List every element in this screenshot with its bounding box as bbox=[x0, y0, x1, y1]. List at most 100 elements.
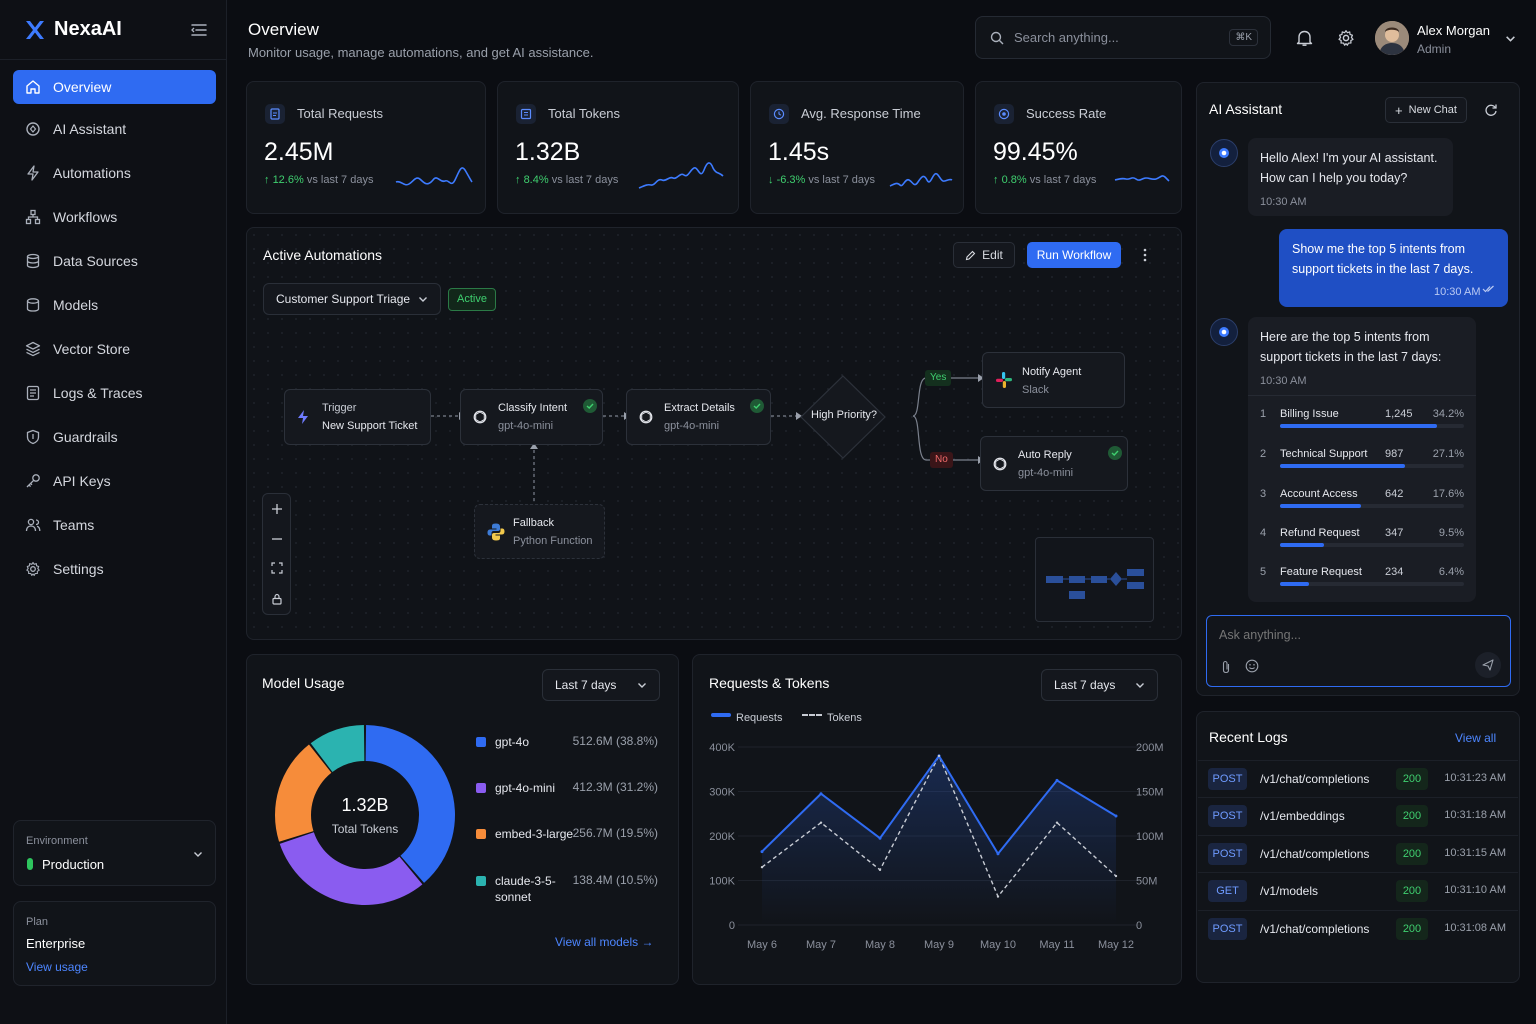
workflow-node-trigger[interactable]: Trigger New Support Ticket bbox=[284, 389, 431, 445]
y-right-tick-label: 100M bbox=[1136, 831, 1164, 843]
collapse-sidebar-icon[interactable] bbox=[190, 22, 208, 38]
bell-icon[interactable] bbox=[1296, 29, 1313, 47]
intent-percent: 17.6% bbox=[1432, 488, 1464, 500]
search-input[interactable] bbox=[1014, 30, 1214, 45]
nav-item-settings[interactable]: Settings bbox=[13, 552, 216, 586]
donut-slice-gpt-4o[interactable] bbox=[365, 725, 455, 883]
user-menu-chevron-icon[interactable] bbox=[1505, 33, 1516, 44]
tokens-point[interactable] bbox=[819, 821, 823, 824]
more-vertical-icon[interactable] bbox=[1142, 248, 1148, 262]
donut-slice-embed-3-large[interactable] bbox=[275, 744, 332, 842]
tokens-point[interactable] bbox=[1114, 874, 1118, 878]
y-left-tick-label: 100K bbox=[709, 876, 735, 888]
nav-item-logs-traces[interactable]: Logs & Traces bbox=[13, 376, 216, 410]
database-icon bbox=[26, 253, 40, 269]
workflow-node-extract-details[interactable]: Extract Details gpt-4o-mini bbox=[626, 389, 771, 445]
edit-button[interactable]: Edit bbox=[953, 242, 1015, 268]
view-usage-link[interactable]: View usage bbox=[26, 960, 88, 974]
nav-label: AI Assistant bbox=[53, 121, 127, 137]
send-button[interactable] bbox=[1475, 652, 1501, 678]
tokens-point[interactable] bbox=[996, 895, 1000, 898]
intent-bar bbox=[1280, 504, 1361, 508]
nav-item-ai-assistant[interactable]: AI Assistant bbox=[13, 112, 216, 146]
log-row[interactable]: POST/v1/chat/completions 200 10:31:08 AM bbox=[1208, 914, 1506, 944]
target-icon bbox=[994, 104, 1014, 124]
panel-title: AI Assistant bbox=[1209, 101, 1283, 117]
workflow-node-decision[interactable] bbox=[799, 374, 887, 460]
nav-item-overview[interactable]: Overview bbox=[13, 70, 216, 104]
chat-message-bot: Hello Alex! I'm your AI assistant. How c… bbox=[1248, 138, 1453, 216]
workflow-node-fallback[interactable]: Fallback Python Function bbox=[474, 504, 605, 559]
legend-swatch bbox=[476, 876, 486, 886]
log-status-code: 200 bbox=[1396, 880, 1428, 902]
requests-point[interactable] bbox=[760, 850, 764, 854]
requests-point[interactable] bbox=[1114, 814, 1118, 818]
run-workflow-button[interactable]: Run Workflow bbox=[1027, 242, 1121, 268]
donut-slice-gpt-4o-mini[interactable] bbox=[279, 832, 423, 905]
recent-logs-panel: Recent Logs View all bbox=[1196, 711, 1520, 983]
workflow-node-notify-agent[interactable]: Notify Agent Slack bbox=[982, 352, 1125, 408]
nav-item-automations[interactable]: Automations bbox=[13, 156, 216, 190]
paperclip-icon[interactable] bbox=[1220, 660, 1232, 674]
settings-gear-icon[interactable] bbox=[1337, 29, 1355, 47]
nav-item-data-sources[interactable]: Data Sources bbox=[13, 244, 216, 278]
nav-label: Overview bbox=[53, 79, 112, 95]
openai-icon bbox=[639, 410, 653, 424]
model-usage-range-select[interactable]: Last 7 days bbox=[542, 669, 660, 701]
chat-message-bot: Here are the top 5 intents from support … bbox=[1248, 317, 1476, 602]
workflow-node-auto-reply[interactable]: Auto Reply gpt-4o-mini bbox=[980, 436, 1128, 491]
nav-item-vector-store[interactable]: Vector Store bbox=[13, 332, 216, 366]
fit-view-icon[interactable] bbox=[271, 562, 283, 574]
requests-point[interactable] bbox=[996, 852, 1000, 856]
stat-value: 1.32B bbox=[515, 138, 581, 166]
stat-delta-suffix: vs last 7 days bbox=[808, 174, 876, 186]
chat-input[interactable] bbox=[1219, 628, 1489, 642]
log-method: POST bbox=[1208, 768, 1247, 790]
log-row[interactable]: GET/v1/models 200 10:31:10 AM bbox=[1208, 876, 1506, 906]
log-row[interactable]: POST/v1/embeddings 200 10:31:18 AM bbox=[1208, 801, 1506, 831]
stat-value: 99.45% bbox=[993, 138, 1078, 166]
tokens-point[interactable] bbox=[1055, 821, 1059, 824]
model-usage-panel: Model Usage Last 7 days View all models … bbox=[246, 654, 679, 985]
view-all-models-link[interactable]: View all models → bbox=[555, 935, 654, 949]
chart-range-select[interactable]: Last 7 days bbox=[1041, 669, 1158, 701]
avatar[interactable] bbox=[1375, 21, 1409, 55]
brand-logo[interactable]: NexaAI bbox=[24, 18, 122, 41]
search-bar[interactable]: ⌘K bbox=[975, 16, 1271, 59]
refresh-icon[interactable] bbox=[1484, 103, 1498, 117]
tokens-point[interactable] bbox=[760, 865, 764, 869]
workflows-icon bbox=[25, 209, 41, 225]
nav-item-teams[interactable]: Teams bbox=[13, 508, 216, 542]
node-subtitle: gpt-4o-mini bbox=[1018, 467, 1074, 479]
lock-icon[interactable] bbox=[271, 593, 283, 605]
requests-point[interactable] bbox=[878, 836, 882, 840]
canvas-minimap[interactable] bbox=[1035, 537, 1154, 622]
chat-message-text: Show me the top 5 intents from support t… bbox=[1292, 242, 1474, 276]
nav-item-models[interactable]: Models bbox=[13, 288, 216, 322]
intent-percent: 6.4% bbox=[1438, 566, 1464, 578]
nav-item-guardrails[interactable]: Guardrails bbox=[13, 420, 216, 454]
chart-title: Requests & Tokens bbox=[709, 675, 830, 691]
zoom-out-icon[interactable] bbox=[271, 533, 283, 545]
workflow-select[interactable]: Customer Support Triage bbox=[263, 283, 441, 315]
log-row[interactable]: POST/v1/chat/completions 200 10:31:15 AM bbox=[1208, 839, 1506, 869]
tokens-point[interactable] bbox=[937, 754, 941, 758]
chat-message-text: Hello Alex! I'm your AI assistant. How c… bbox=[1260, 151, 1438, 185]
intent-bar bbox=[1280, 543, 1324, 547]
workflow-node-classify-intent[interactable]: Classify Intent gpt-4o-mini bbox=[460, 389, 603, 445]
view-all-logs-link[interactable]: View all bbox=[1455, 731, 1497, 745]
nav-item-api-keys[interactable]: API Keys bbox=[13, 464, 216, 498]
intent-count: 234 bbox=[1385, 566, 1404, 578]
emoji-icon[interactable] bbox=[1245, 659, 1259, 673]
environment-selector[interactable]: Environment Production bbox=[13, 820, 216, 886]
requests-point[interactable] bbox=[819, 792, 823, 796]
document-icon bbox=[265, 104, 285, 124]
plan-label: Plan bbox=[26, 916, 49, 928]
new-chat-button[interactable]: + New Chat bbox=[1385, 97, 1467, 123]
requests-point[interactable] bbox=[1055, 778, 1059, 782]
tokens-point[interactable] bbox=[878, 868, 882, 872]
zoom-in-icon[interactable] bbox=[271, 503, 283, 515]
donut-slice-claude-3-5-sonnet[interactable] bbox=[310, 725, 365, 772]
log-row[interactable]: POST/v1/chat/completions 200 10:31:23 AM bbox=[1208, 764, 1506, 794]
nav-item-workflows[interactable]: Workflows bbox=[13, 200, 216, 234]
